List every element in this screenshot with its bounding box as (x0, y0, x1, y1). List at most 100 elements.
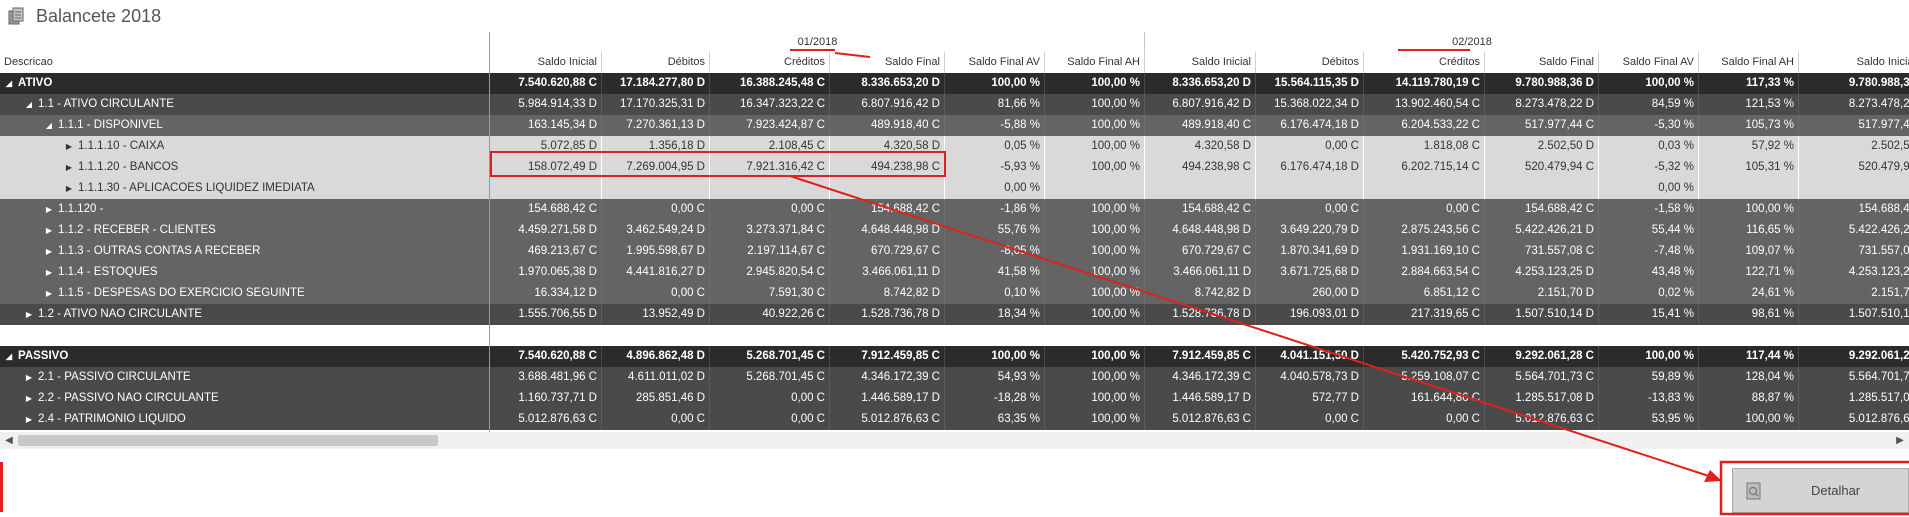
expand-icon[interactable]: ▶ (65, 184, 73, 193)
account-label: 2.2 - PASSIVO NAO CIRCULANTE (38, 392, 219, 404)
table-row[interactable]: ▶ 1.1.4 - ESTOQUES 1.970.065,38 D 4.441.816… (0, 262, 1909, 283)
value-cell: 154.688,42 C (1144, 199, 1255, 220)
value-cell: 5.422.426,21 (1798, 220, 1909, 241)
table-row[interactable]: ◢ 1.1 - ATIVO CIRCULANTE 5.984.914,33 D 17.… (0, 94, 1909, 115)
value-cell: 3.466.061,11 D (1144, 262, 1255, 283)
expand-icon[interactable]: ▶ (45, 226, 53, 235)
horizontal-scrollbar[interactable]: ◀ ▶ (0, 432, 1909, 449)
table-row[interactable]: ◢ ATIVO 7.540.620,88 C 17.184.277,80 D 16.38… (0, 73, 1909, 94)
scrollbar-thumb[interactable] (18, 435, 438, 446)
value-cell: 1.995.598,67 D (601, 241, 709, 262)
value-cell (1044, 178, 1144, 199)
value-cell: -7,48 % (1598, 241, 1698, 262)
value-cell: 0,03 % (1598, 136, 1698, 157)
column-header[interactable]: Saldo Final (829, 52, 944, 73)
value-cell: 5.012.876,63 C (1144, 409, 1255, 430)
detalhar-button[interactable]: Detalhar (1732, 468, 1909, 513)
expand-icon[interactable]: ▶ (45, 247, 53, 256)
value-cell: 15,41 % (1598, 304, 1698, 325)
column-header[interactable]: Saldo Inicial (1144, 52, 1255, 73)
value-cell: 16.334,12 D (489, 283, 601, 304)
value-cell: 8.336.653,20 D (829, 73, 944, 94)
value-cell: 5.984.914,33 D (489, 94, 601, 115)
value-cell: 0,00 C (1255, 199, 1363, 220)
scroll-right-icon[interactable]: ▶ (1896, 435, 1904, 446)
column-header[interactable]: Saldo Final (1484, 52, 1598, 73)
value-cell: 0,00 C (1363, 199, 1484, 220)
value-cell: 5.012.876,63 C (829, 409, 944, 430)
value-cell: 1.528.736,78 D (829, 304, 944, 325)
value-cell: 2.884.663,54 C (1363, 262, 1484, 283)
column-header[interactable]: Saldo Inicial (1798, 52, 1909, 73)
title-bar: Balancete 2018 (0, 0, 1909, 32)
value-cell: 100,00 % (1044, 367, 1144, 388)
value-cell: 8.273.478,22 (1798, 94, 1909, 115)
table-row[interactable]: ◢ 1.1.1 - DISPONIVEL 163.145,34 D 7.270.361… (0, 115, 1909, 136)
expand-icon[interactable]: ▶ (45, 289, 53, 298)
scroll-left-icon[interactable]: ◀ (5, 435, 13, 446)
table-row[interactable]: ▶ 2.2 - PASSIVO NAO CIRCULANTE 1.160.737,7… (0, 388, 1909, 409)
table-row[interactable]: ◢ PASSIVO 7.540.620,88 C 4.896.862,48 D 5.26… (0, 346, 1909, 367)
table-row[interactable]: ▶ 1.1.1.20 - BANCOS 158.072,49 D 7.269.004,… (0, 157, 1909, 178)
value-cell: 6.176.474,18 D (1255, 115, 1363, 136)
column-header[interactable]: Créditos (709, 52, 829, 73)
value-cell: 520.479,94 C (1484, 157, 1598, 178)
table-row[interactable]: ▶ 1.1.1.10 - CAIXA 5.072,85 D 1.356,18 D 2.1… (0, 136, 1909, 157)
column-header[interactable]: Débitos (1255, 52, 1363, 73)
table-row[interactable]: ▶ 1.1.1.30 - APLICACOES LIQUIDEZ IMEDIATA… (0, 178, 1909, 199)
account-cell: ▶ 1.1.4 - ESTOQUES (0, 262, 489, 283)
table-row[interactable]: ▶ 1.1.2 - RECEBER - CLIENTES 4.459.271,58 … (0, 220, 1909, 241)
column-header[interactable]: Créditos (1363, 52, 1484, 73)
expand-icon[interactable]: ▶ (25, 415, 33, 424)
value-cell (1144, 178, 1255, 199)
table-row[interactable]: ▶ 1.1.3 - OUTRAS CONTAS A RECEBER 469.213,… (0, 241, 1909, 262)
value-cell: 116,65 % (1698, 220, 1798, 241)
collapse-icon[interactable]: ◢ (5, 79, 13, 88)
column-header[interactable]: Saldo Final AH (1044, 52, 1144, 73)
value-cell: 2.108,45 C (709, 136, 829, 157)
expand-icon[interactable]: ▶ (65, 163, 73, 172)
value-cell: 0,00 C (1255, 136, 1363, 157)
table-row[interactable]: ▶ 1.1.120 -154.688,42 C 0,00 C 0,00 C 154.68… (0, 199, 1909, 220)
value-cell: 9.292.061,28 C (1484, 346, 1598, 367)
expand-icon[interactable]: ▶ (25, 310, 33, 319)
expand-icon[interactable]: ▶ (25, 373, 33, 382)
value-cell: 196.093,01 D (1255, 304, 1363, 325)
table-row[interactable]: ▶ 1.2 - ATIVO NAO CIRCULANTE 1.555.706,55 … (0, 304, 1909, 325)
collapse-icon[interactable]: ◢ (45, 121, 53, 130)
account-label: 1.1.4 - ESTOQUES (58, 266, 158, 278)
column-header[interactable]: Saldo Inicial (489, 52, 601, 73)
collapse-icon[interactable]: ◢ (25, 100, 33, 109)
value-cell: 670.729,67 C (829, 241, 944, 262)
collapse-icon[interactable]: ◢ (5, 352, 13, 361)
value-cell: 489.918,40 C (829, 115, 944, 136)
account-label: 1.1.1.30 - APLICACOES LIQUIDEZ IMEDIATA (78, 182, 315, 194)
column-header[interactable]: Saldo Final AV (1598, 52, 1698, 73)
expand-icon[interactable]: ▶ (25, 394, 33, 403)
column-header[interactable]: Saldo Final AH (1698, 52, 1798, 73)
value-cell (709, 178, 829, 199)
value-cell (1698, 178, 1798, 199)
value-cell: 100,00 % (944, 73, 1044, 94)
value-cell: 260,00 D (1255, 283, 1363, 304)
value-cell: 154.688,42 C (1484, 199, 1598, 220)
annotation-arrowhead (1704, 470, 1722, 482)
column-header[interactable]: Débitos (601, 52, 709, 73)
column-header-descricao[interactable]: Descricao (4, 56, 53, 68)
expand-icon[interactable]: ▶ (65, 142, 73, 151)
expand-icon[interactable]: ▶ (45, 205, 53, 214)
expand-icon[interactable]: ▶ (45, 268, 53, 277)
value-cell: 5.564.701,73 (1798, 367, 1909, 388)
value-cell: 100,00 % (1044, 220, 1144, 241)
column-header[interactable]: Saldo Final AV (944, 52, 1044, 73)
value-cell: 154.688,42 (1798, 199, 1909, 220)
value-cell: 5.012.876,63 C (489, 409, 601, 430)
account-label: 1.1.1 - DISPONIVEL (58, 119, 163, 131)
value-cell: 1.356,18 D (601, 136, 709, 157)
table-row[interactable]: ▶ 1.1.5 - DESPESAS DO EXERCICIO SEGUINTE 1… (0, 283, 1909, 304)
value-cell: 17.184.277,80 D (601, 73, 709, 94)
value-cell: 8.742,82 D (1144, 283, 1255, 304)
value-cell: 469.213,67 C (489, 241, 601, 262)
